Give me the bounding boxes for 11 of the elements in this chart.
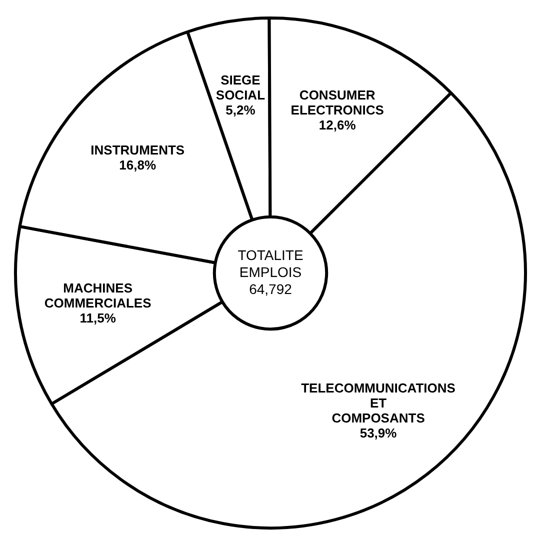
slice-label: SIEGE SOCIAL xyxy=(216,72,266,103)
slice-label: CONSUMER ELECTRONICS xyxy=(290,87,384,118)
data-label: 53,9% xyxy=(360,426,398,441)
data-label: 12,6% xyxy=(318,117,356,132)
slice-label: INSTRUMENTS xyxy=(90,142,185,158)
data-label: 16,8% xyxy=(119,158,156,173)
slice-label: TELECOMMUNICATIONS ET COMPOSANTS xyxy=(301,380,456,426)
data-label: 11,5% xyxy=(80,310,116,326)
data-label: 5,2% xyxy=(226,102,256,118)
slice-label: MACHINES COMMERCIALES xyxy=(44,280,152,311)
text: TOTALITE EMPLOIS 64,792 xyxy=(238,246,304,297)
